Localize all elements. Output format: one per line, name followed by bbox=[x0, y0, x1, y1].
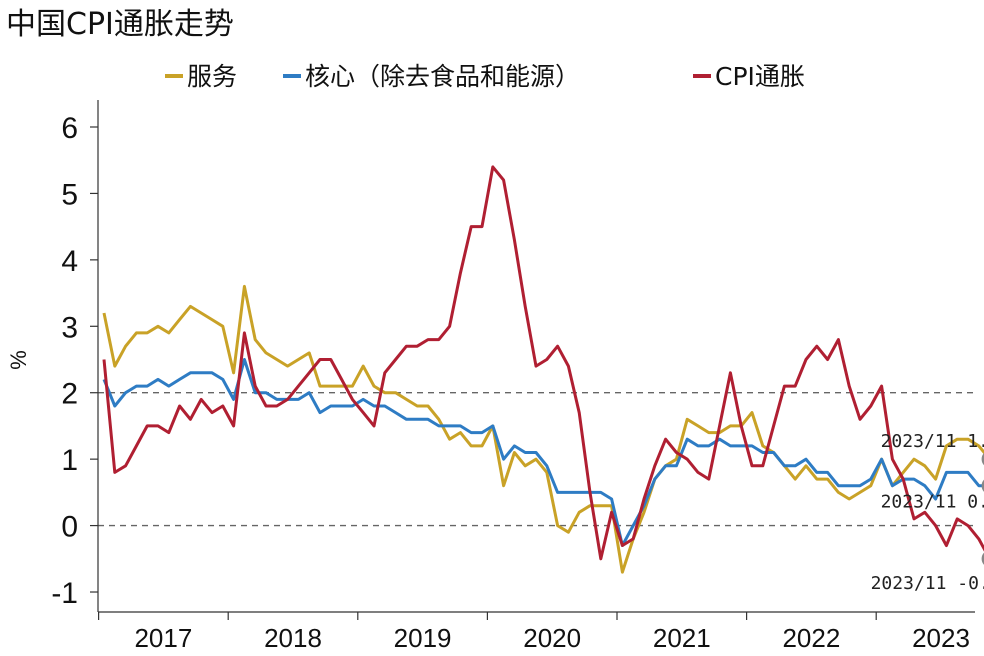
legend-label: 服务 bbox=[187, 62, 237, 91]
series-group bbox=[102, 165, 984, 574]
x-axis: 2017 2018 2019 2020 2021 2022 2023 bbox=[97, 611, 975, 653]
series-line-2 bbox=[102, 165, 984, 561]
y-tick-label: -1 bbox=[51, 577, 78, 610]
y-tick-label: 5 bbox=[61, 178, 78, 211]
y-tick-label: 6 bbox=[61, 112, 78, 145]
y-tick-label: 0 bbox=[61, 511, 78, 544]
x-tick-label: 2021 bbox=[653, 623, 711, 653]
series-line-0 bbox=[102, 284, 984, 574]
legend-label: 核心（除去食品和能源） bbox=[305, 62, 580, 91]
annotation-marker bbox=[981, 479, 984, 492]
annotation-marker bbox=[981, 453, 984, 466]
y-axis: -1 0 1 2 3 4 5 6 bbox=[51, 100, 99, 612]
y-tick-label: 3 bbox=[61, 311, 78, 344]
chart-title: 中国CPI通胀走势 bbox=[6, 7, 234, 42]
series-line-1 bbox=[102, 358, 984, 547]
legend-label: CPI通胀 bbox=[715, 62, 805, 91]
annotation-label: 2023/11 -0.5 bbox=[871, 573, 984, 594]
y-tick-label: 2 bbox=[61, 378, 78, 411]
y-tick-label: 1 bbox=[61, 444, 78, 477]
x-tick-label: 2022 bbox=[782, 623, 840, 653]
x-tick-label: 2018 bbox=[264, 623, 322, 653]
x-tick-label: 2020 bbox=[523, 623, 581, 653]
reference-lines bbox=[98, 392, 975, 527]
x-tick-label: 2019 bbox=[394, 623, 452, 653]
annotation-marker bbox=[981, 552, 984, 565]
y-tick-label: 4 bbox=[61, 245, 78, 278]
x-tick-label: 2017 bbox=[134, 623, 192, 653]
legend: 服务 核心（除去食品和能源） CPI通胀 bbox=[165, 62, 805, 91]
annotation-label: 2023/11 0.6 bbox=[881, 492, 984, 513]
x-tick-label: 2023 bbox=[912, 623, 970, 653]
y-axis-label: % bbox=[6, 350, 31, 370]
annotations: 2023/11 1.0 2023/11 0.6 2023/11 -0.5 bbox=[871, 431, 984, 594]
annotation-label: 2023/11 1.0 bbox=[881, 431, 984, 452]
